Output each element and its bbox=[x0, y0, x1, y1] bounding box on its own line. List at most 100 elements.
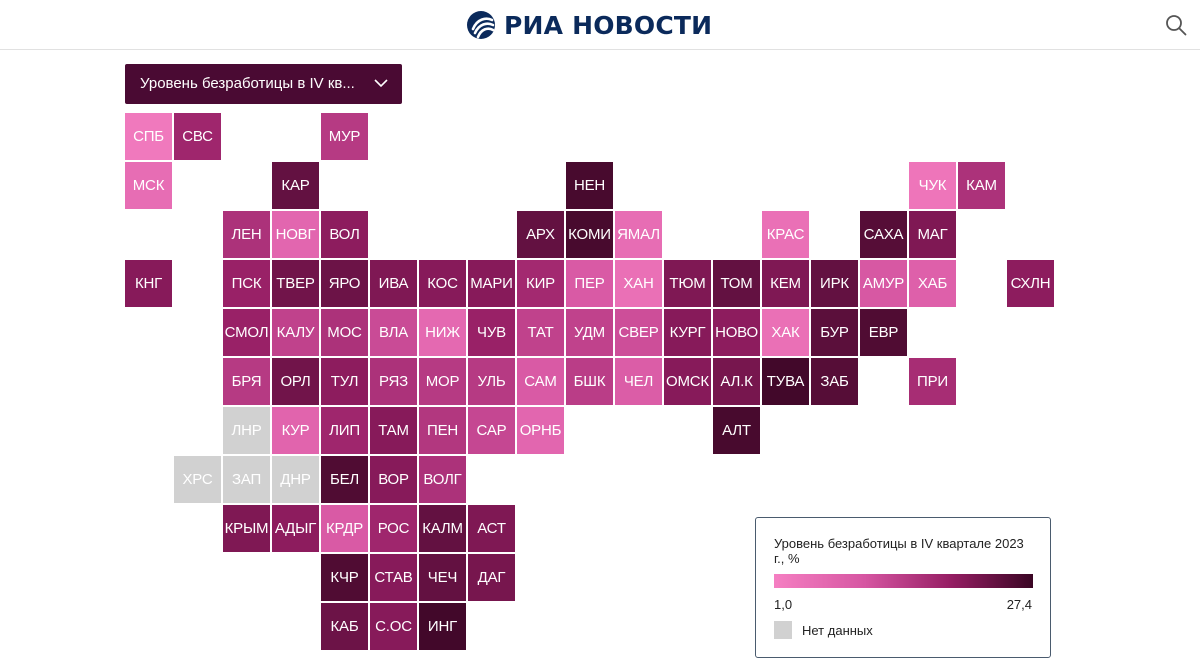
region-tile[interactable]: ПСК bbox=[223, 260, 270, 307]
region-tile[interactable]: МОС bbox=[321, 309, 368, 356]
region-tile[interactable]: АРХ bbox=[517, 211, 564, 258]
region-tile[interactable]: КНГ bbox=[125, 260, 172, 307]
region-tile[interactable]: ЛЕН bbox=[223, 211, 270, 258]
region-tile[interactable]: ЧУВ bbox=[468, 309, 515, 356]
region-tile[interactable]: КАЛУ bbox=[272, 309, 319, 356]
region-tile[interactable]: ЗАБ bbox=[811, 358, 858, 405]
region-tile[interactable]: АСТ bbox=[468, 505, 515, 552]
region-tile[interactable]: ОМСК bbox=[664, 358, 711, 405]
region-tile[interactable]: АМУР bbox=[860, 260, 907, 307]
region-tile[interactable]: САР bbox=[468, 407, 515, 454]
region-tile[interactable]: СТАВ bbox=[370, 554, 417, 601]
site-logo[interactable]: РИА НОВОСТИ bbox=[466, 8, 712, 42]
search-icon[interactable] bbox=[1164, 13, 1188, 37]
region-tile-label: ТУВА bbox=[766, 373, 805, 390]
region-tile[interactable]: ЧУК bbox=[909, 162, 956, 209]
region-tile[interactable]: ЕВР bbox=[860, 309, 907, 356]
region-tile[interactable]: ПЕН bbox=[419, 407, 466, 454]
region-tile[interactable]: СПБ bbox=[125, 113, 172, 160]
legend-no-data-label: Нет данных bbox=[802, 623, 873, 638]
region-tile[interactable]: ВОЛ bbox=[321, 211, 368, 258]
region-tile[interactable]: ЛНР bbox=[223, 407, 270, 454]
region-tile[interactable]: КРДР bbox=[321, 505, 368, 552]
region-tile[interactable]: САХА bbox=[860, 211, 907, 258]
region-tile[interactable]: НОВО bbox=[713, 309, 760, 356]
region-tile[interactable]: ИНГ bbox=[419, 603, 466, 650]
region-tile[interactable]: МАГ bbox=[909, 211, 956, 258]
region-tile[interactable]: КАР bbox=[272, 162, 319, 209]
region-tile[interactable]: ХАК bbox=[762, 309, 809, 356]
region-tile-label: ДНР bbox=[280, 471, 311, 488]
region-tile[interactable]: БРЯ bbox=[223, 358, 270, 405]
region-tile[interactable]: РОС bbox=[370, 505, 417, 552]
region-tile[interactable]: ТОМ bbox=[713, 260, 760, 307]
region-tile[interactable]: СМОЛ bbox=[223, 309, 270, 356]
region-tile[interactable]: АЛ.К bbox=[713, 358, 760, 405]
region-tile[interactable]: ПЕР bbox=[566, 260, 613, 307]
region-tile[interactable]: ВОР bbox=[370, 456, 417, 503]
region-tile[interactable]: КРЫМ bbox=[223, 505, 270, 552]
region-tile[interactable]: РЯЗ bbox=[370, 358, 417, 405]
region-tile[interactable]: КЧР bbox=[321, 554, 368, 601]
region-tile[interactable]: МОР bbox=[419, 358, 466, 405]
region-tile[interactable]: КОС bbox=[419, 260, 466, 307]
region-tile[interactable]: БЕЛ bbox=[321, 456, 368, 503]
region-tile[interactable]: КРАС bbox=[762, 211, 809, 258]
region-tile[interactable]: СВЕР bbox=[615, 309, 662, 356]
region-tile[interactable]: ОРЛ bbox=[272, 358, 319, 405]
region-tile[interactable]: ВЛА bbox=[370, 309, 417, 356]
region-tile[interactable]: БУР bbox=[811, 309, 858, 356]
region-tile[interactable]: ИВА bbox=[370, 260, 417, 307]
region-tile[interactable]: КАМ bbox=[958, 162, 1005, 209]
region-tile-label: АРХ bbox=[526, 226, 555, 243]
region-tile[interactable]: МАРИ bbox=[468, 260, 515, 307]
region-tile[interactable]: МУР bbox=[321, 113, 368, 160]
region-tile[interactable]: НИЖ bbox=[419, 309, 466, 356]
region-tile[interactable]: САМ bbox=[517, 358, 564, 405]
region-tile[interactable]: МСК bbox=[125, 162, 172, 209]
region-tile[interactable]: АЛТ bbox=[713, 407, 760, 454]
region-tile[interactable]: СХЛН bbox=[1007, 260, 1054, 307]
region-tile[interactable]: ПРИ bbox=[909, 358, 956, 405]
region-tile[interactable]: ТВЕР bbox=[272, 260, 319, 307]
region-tile[interactable]: ХАН bbox=[615, 260, 662, 307]
region-tile[interactable]: АДЫГ bbox=[272, 505, 319, 552]
region-tile[interactable]: ИРК bbox=[811, 260, 858, 307]
indicator-select[interactable]: Уровень безработицы в IV кв... bbox=[125, 64, 402, 104]
region-tile[interactable]: БШК bbox=[566, 358, 613, 405]
region-tile[interactable]: КОМИ bbox=[566, 211, 613, 258]
region-tile[interactable]: КУРГ bbox=[664, 309, 711, 356]
region-tile[interactable]: ТУЛ bbox=[321, 358, 368, 405]
region-tile[interactable]: СВС bbox=[174, 113, 221, 160]
region-tile-label: ПЕР bbox=[574, 275, 605, 292]
region-tile[interactable]: КАБ bbox=[321, 603, 368, 650]
region-tile[interactable]: ХАБ bbox=[909, 260, 956, 307]
region-tile[interactable]: ДНР bbox=[272, 456, 319, 503]
region-tile[interactable]: ЗАП bbox=[223, 456, 270, 503]
region-tile[interactable]: НОВГ bbox=[272, 211, 319, 258]
region-tile[interactable]: ОРНБ bbox=[517, 407, 564, 454]
region-tile[interactable]: ДАГ bbox=[468, 554, 515, 601]
region-tile[interactable]: УЛЬ bbox=[468, 358, 515, 405]
region-tile[interactable]: УДМ bbox=[566, 309, 613, 356]
region-tile[interactable]: ТУВА bbox=[762, 358, 809, 405]
region-tile-label: ХАН bbox=[623, 275, 654, 292]
region-tile[interactable]: КУР bbox=[272, 407, 319, 454]
region-tile[interactable]: КИР bbox=[517, 260, 564, 307]
region-tile[interactable]: С.ОС bbox=[370, 603, 417, 650]
legend-title: Уровень безработицы в IV квартале 2023 г… bbox=[774, 536, 1024, 566]
region-tile[interactable]: ВОЛГ bbox=[419, 456, 466, 503]
region-tile[interactable]: ТАМ bbox=[370, 407, 417, 454]
region-tile[interactable]: ТЮМ bbox=[664, 260, 711, 307]
region-tile[interactable]: КАЛМ bbox=[419, 505, 466, 552]
region-tile[interactable]: КЕМ bbox=[762, 260, 809, 307]
region-tile-label: БРЯ bbox=[231, 373, 262, 390]
region-tile[interactable]: НЕН bbox=[566, 162, 613, 209]
region-tile[interactable]: ХРС bbox=[174, 456, 221, 503]
region-tile[interactable]: ЯМАЛ bbox=[615, 211, 662, 258]
region-tile[interactable]: ЧЕЛ bbox=[615, 358, 662, 405]
region-tile[interactable]: ЯРО bbox=[321, 260, 368, 307]
region-tile[interactable]: ТАТ bbox=[517, 309, 564, 356]
region-tile[interactable]: ЛИП bbox=[321, 407, 368, 454]
region-tile[interactable]: ЧЕЧ bbox=[419, 554, 466, 601]
